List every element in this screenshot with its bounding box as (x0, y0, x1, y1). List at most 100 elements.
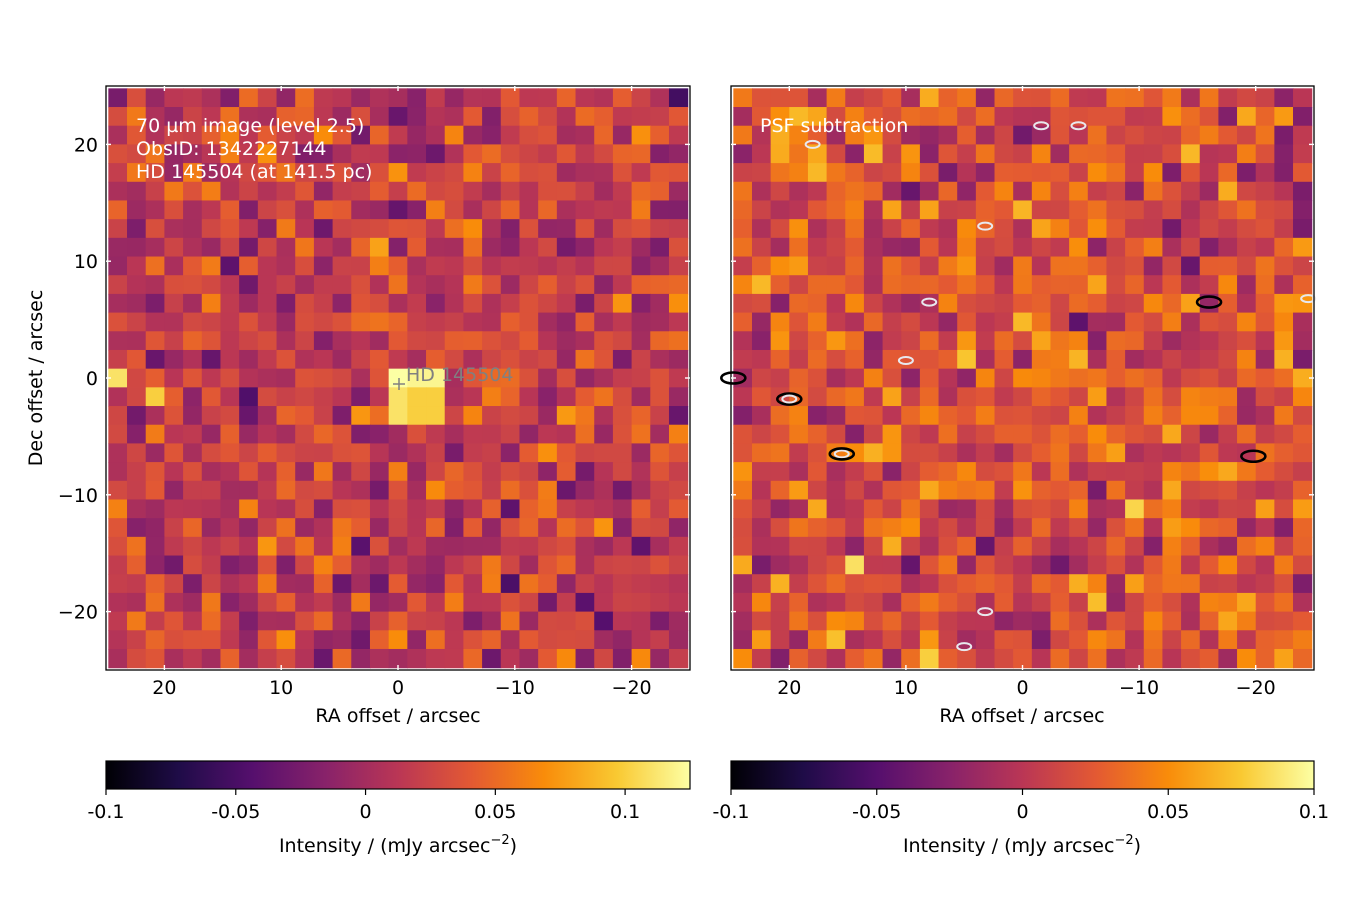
heatmap-pixel (1181, 219, 1201, 239)
heatmap-pixel (295, 200, 315, 220)
heatmap-pixel (1125, 163, 1145, 183)
heatmap-pixel (388, 424, 408, 445)
heatmap-pixel (770, 611, 790, 631)
heatmap-pixel (183, 200, 203, 220)
heatmap-pixel (1143, 536, 1164, 557)
heatmap-pixel (751, 181, 772, 202)
heatmap-pixel (201, 536, 222, 557)
heatmap-pixel (631, 144, 651, 164)
heatmap-pixel (957, 480, 977, 501)
heatmap-pixel (482, 611, 502, 631)
heatmap-pixel (789, 480, 809, 501)
heatmap-pixel (108, 574, 128, 594)
heatmap-pixel (1218, 88, 1238, 108)
heatmap-pixel (938, 499, 958, 519)
heatmap-pixel (845, 480, 865, 501)
heatmap-pixel (556, 200, 577, 220)
heatmap-pixel (1162, 219, 1182, 239)
heatmap-pixel (863, 125, 884, 145)
heatmap-pixel (295, 406, 315, 426)
heatmap-pixel (108, 424, 128, 445)
heatmap-pixel (826, 312, 846, 332)
heatmap-pixel (1031, 480, 1052, 501)
heatmap-pixel (276, 499, 296, 519)
heatmap-pixel (1274, 331, 1294, 351)
heatmap-pixel (538, 536, 558, 557)
heatmap-pixel (1199, 480, 1219, 501)
heatmap-pixel (519, 293, 539, 314)
heatmap-pixel (1125, 293, 1145, 314)
heatmap-pixel (332, 331, 352, 351)
heatmap-pixel (807, 368, 828, 388)
heatmap-pixel (145, 237, 165, 258)
heatmap-pixel (594, 406, 614, 426)
heatmap-pixel (826, 200, 846, 220)
heatmap-pixel (463, 312, 483, 332)
heatmap-pixel (444, 630, 465, 650)
heatmap-pixel (1069, 406, 1089, 426)
heatmap-pixel (407, 536, 427, 557)
heatmap-pixel (556, 499, 577, 519)
heatmap-pixel (482, 107, 502, 127)
heatmap-pixel (957, 256, 977, 276)
heatmap-pixel (770, 499, 790, 519)
heatmap-pixel (1031, 443, 1052, 463)
heatmap-pixel (407, 611, 427, 631)
heatmap-pixel (1069, 293, 1089, 314)
heatmap-pixel (594, 237, 614, 258)
heatmap-pixel (650, 592, 670, 613)
heatmap-pixel (975, 443, 996, 463)
heatmap-pixel (1255, 293, 1275, 314)
heatmap-pixel (313, 462, 334, 482)
heatmap-pixel (1106, 163, 1126, 183)
heatmap-pixel (901, 611, 921, 631)
heatmap-pixel (1013, 275, 1033, 295)
heatmap-pixel (650, 293, 670, 314)
heatmap-pixel (594, 125, 614, 145)
heatmap-pixel (901, 237, 921, 258)
heatmap-pixel (938, 424, 958, 445)
heatmap-pixel (938, 163, 958, 183)
heatmap-pixel (1255, 125, 1275, 145)
heatmap-pixel (463, 462, 483, 482)
heatmap-pixel (1069, 312, 1089, 332)
heatmap-pixel (863, 499, 884, 519)
heatmap-pixel (1069, 368, 1089, 388)
heatmap-pixel (1218, 592, 1238, 613)
contour-3 (833, 449, 850, 459)
heatmap-pixel (668, 256, 689, 276)
heatmap-pixel (1031, 368, 1052, 388)
heatmap-pixel (1293, 275, 1313, 295)
heatmap-pixel (1255, 592, 1275, 613)
x-tick-label: 10 (894, 677, 918, 699)
heatmap-pixel (650, 88, 670, 108)
heatmap-pixel (901, 648, 921, 669)
heatmap-pixel (1050, 256, 1070, 276)
heatmap-pixel (257, 125, 278, 145)
heatmap-pixel (369, 443, 390, 463)
heatmap-pixel (751, 611, 772, 631)
heatmap-pixel (500, 275, 521, 295)
heatmap-pixel (612, 256, 633, 276)
heatmap-pixel (594, 499, 614, 519)
heatmap-pixel (631, 499, 651, 519)
heatmap-pixel (388, 293, 408, 314)
heatmap-pixel (901, 387, 921, 407)
heatmap-pixel (332, 312, 352, 332)
heatmap-pixel (369, 107, 390, 127)
heatmap-pixel (369, 125, 390, 145)
heatmap-pixel (733, 574, 753, 594)
heatmap-pixel (1237, 387, 1257, 407)
heatmap-pixel (994, 536, 1014, 557)
heatmap-pixel (1050, 144, 1070, 164)
heatmap-pixel (407, 592, 427, 613)
heatmap-pixel (407, 349, 427, 370)
heatmap-pixel (901, 144, 921, 164)
heatmap-pixel (351, 592, 371, 613)
heatmap-pixel (1106, 331, 1126, 351)
heatmap-pixel (239, 219, 259, 239)
heatmap-pixel (426, 499, 446, 519)
heatmap-pixel (994, 648, 1014, 669)
heatmap-pixel (426, 200, 446, 220)
heatmap-pixel (650, 219, 670, 239)
